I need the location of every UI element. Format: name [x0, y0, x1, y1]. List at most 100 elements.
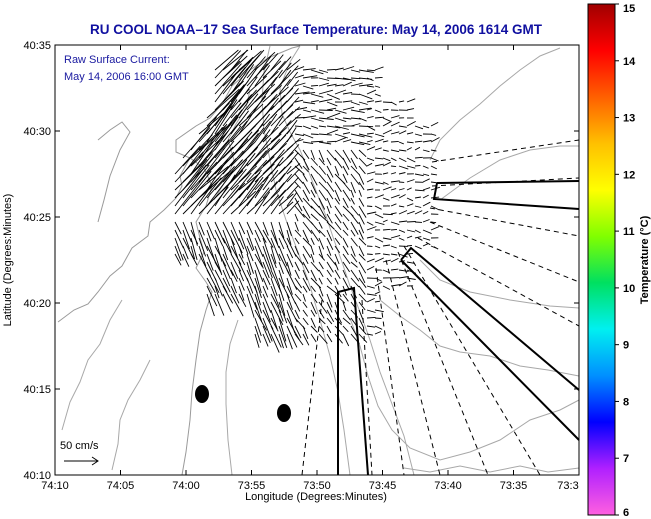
current-vector — [310, 69, 324, 75]
current-vector — [358, 317, 364, 328]
x-tick-label: 74:10 — [41, 480, 69, 492]
current-vector — [302, 85, 314, 90]
current-vector — [318, 133, 332, 136]
current-vector — [174, 253, 182, 266]
current-vector — [214, 245, 227, 267]
current-vector — [358, 269, 366, 284]
current-vector — [278, 69, 292, 87]
current-vector — [294, 205, 305, 218]
current-vector — [254, 325, 262, 343]
current-vector — [358, 181, 365, 191]
current-vector — [390, 165, 397, 168]
current-vector — [310, 109, 325, 114]
current-vector — [198, 170, 232, 199]
current-vector — [302, 173, 308, 182]
current-vector — [318, 189, 327, 202]
current-vector — [318, 277, 323, 285]
current-vector — [294, 189, 303, 203]
current-vector — [270, 333, 280, 353]
current-vector — [326, 140, 336, 143]
scale-arrow-head — [91, 456, 99, 466]
current-vector — [318, 82, 329, 87]
current-vector — [262, 70, 279, 87]
current-vector — [318, 301, 328, 314]
current-vector — [246, 285, 258, 310]
current-vector — [238, 253, 246, 266]
current-vector — [350, 101, 360, 106]
current-vector — [254, 191, 271, 215]
current-vector — [270, 293, 282, 314]
current-vector — [342, 333, 350, 347]
current-vector — [270, 94, 286, 111]
current-vector — [182, 134, 213, 167]
current-vector — [366, 196, 373, 199]
current-vector — [230, 261, 239, 279]
current-vector — [174, 159, 207, 191]
current-vector — [246, 277, 254, 294]
current-vector — [286, 106, 301, 119]
current-vector — [278, 317, 287, 342]
current-vector — [326, 68, 336, 71]
current-vector — [270, 69, 283, 87]
current-vector — [326, 125, 341, 129]
current-vector — [222, 261, 231, 280]
current-vector — [374, 291, 381, 295]
current-vector — [310, 125, 319, 129]
current-vector — [350, 229, 356, 237]
current-vector — [366, 125, 376, 131]
current-vector — [366, 178, 374, 183]
radar-sector-outlines — [301, 139, 580, 476]
current-vector — [366, 211, 377, 215]
current-vector — [350, 123, 361, 127]
current-vector — [382, 213, 393, 216]
current-vector — [222, 102, 242, 127]
current-vector — [286, 317, 300, 341]
current-vector — [326, 333, 333, 343]
current-vector — [318, 117, 334, 120]
current-vector — [294, 99, 304, 103]
current-vector — [302, 109, 312, 113]
current-vector — [326, 165, 334, 178]
current-vector — [182, 164, 210, 199]
current-vector — [270, 142, 288, 159]
colorbar-tick-label: 13 — [623, 113, 635, 125]
x-tick-label: 73:3 — [557, 480, 578, 492]
current-vector — [222, 277, 231, 293]
current-vector — [422, 194, 429, 199]
current-vector — [326, 189, 334, 200]
current-vector — [374, 257, 384, 263]
current-vector — [222, 293, 232, 313]
current-vector — [246, 49, 265, 71]
current-vector — [246, 221, 254, 235]
current-vector — [342, 132, 351, 135]
current-vector — [390, 228, 398, 231]
current-vector — [422, 173, 430, 177]
current-vector — [382, 228, 391, 231]
current-vector — [382, 161, 391, 167]
current-vector — [350, 253, 358, 263]
current-vector — [246, 183, 263, 207]
current-vector — [390, 253, 398, 256]
current-vector — [366, 309, 376, 313]
current-vector — [270, 277, 278, 297]
current-vector — [222, 285, 234, 304]
current-vector — [214, 49, 239, 71]
current-vector — [390, 284, 401, 287]
current-vector — [358, 157, 368, 167]
current-vector — [302, 269, 308, 281]
current-vector — [262, 301, 271, 323]
current-vector — [318, 157, 326, 166]
current-vector — [326, 229, 333, 242]
current-vector — [406, 187, 412, 191]
current-vector — [374, 133, 385, 138]
current-vector — [422, 178, 430, 183]
annotation-line-2: May 14, 2006 16:00 GMT — [64, 71, 189, 83]
current-vector — [398, 100, 405, 103]
current-vector — [230, 49, 248, 71]
current-vector — [278, 193, 294, 207]
current-vector — [358, 197, 365, 207]
current-vector — [262, 221, 269, 236]
current-vector — [262, 138, 281, 159]
current-vector — [270, 237, 281, 262]
current-vector — [310, 133, 319, 135]
